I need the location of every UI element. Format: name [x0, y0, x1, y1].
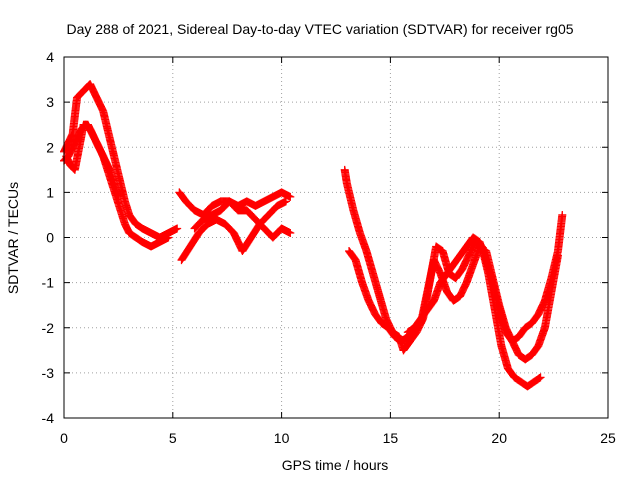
- x-tick-label: 20: [491, 430, 507, 446]
- y-tick-labels: -4 -3 -2 -1 0 1 2 3 4: [42, 49, 55, 426]
- y-tick-label: -3: [42, 365, 55, 381]
- series-arc-2-b: [177, 197, 290, 265]
- y-tick-label: -1: [42, 275, 55, 291]
- data-point: [553, 251, 562, 260]
- x-axis-label: GPS time / hours: [282, 457, 389, 473]
- data-point: [558, 210, 567, 219]
- y-tick-label: 4: [46, 49, 54, 65]
- data-point: [286, 228, 295, 237]
- y-tick-label: -2: [42, 320, 55, 336]
- y-tick-label: 3: [46, 94, 54, 110]
- y-tick-label: 2: [46, 139, 54, 155]
- y-tick-label: 0: [46, 230, 54, 246]
- x-tick-labels: 0 5 10 15 20 25: [60, 430, 616, 446]
- series-arc-3-c: [403, 242, 562, 364]
- grid: [64, 57, 608, 418]
- plot-frame: [63, 56, 609, 419]
- x-tick-label: 15: [383, 430, 399, 446]
- y-tick-label: 1: [46, 184, 54, 200]
- series-arc-1-third: [62, 120, 123, 201]
- y-tick-label: -4: [42, 410, 55, 426]
- chart-title: Day 288 of 2021, Sidereal Day-to-day VTE…: [66, 21, 573, 37]
- data-point: [173, 224, 182, 233]
- data-point: [164, 233, 173, 242]
- data-point: [286, 192, 295, 201]
- data-point: [114, 192, 123, 201]
- data-point: [281, 197, 290, 206]
- x-tick-label: 10: [274, 430, 290, 446]
- series-arc-2-c: [190, 197, 295, 242]
- series-arc-1-upper: [60, 80, 182, 242]
- data-point: [536, 373, 545, 382]
- y-axis-label: SDTVAR / TECUs: [5, 182, 21, 294]
- x-tick-label: 5: [169, 430, 177, 446]
- x-tick-label: 0: [60, 430, 68, 446]
- data-points: [60, 80, 567, 391]
- x-tick-label: 25: [600, 430, 616, 446]
- data-point-fill: [350, 254, 359, 263]
